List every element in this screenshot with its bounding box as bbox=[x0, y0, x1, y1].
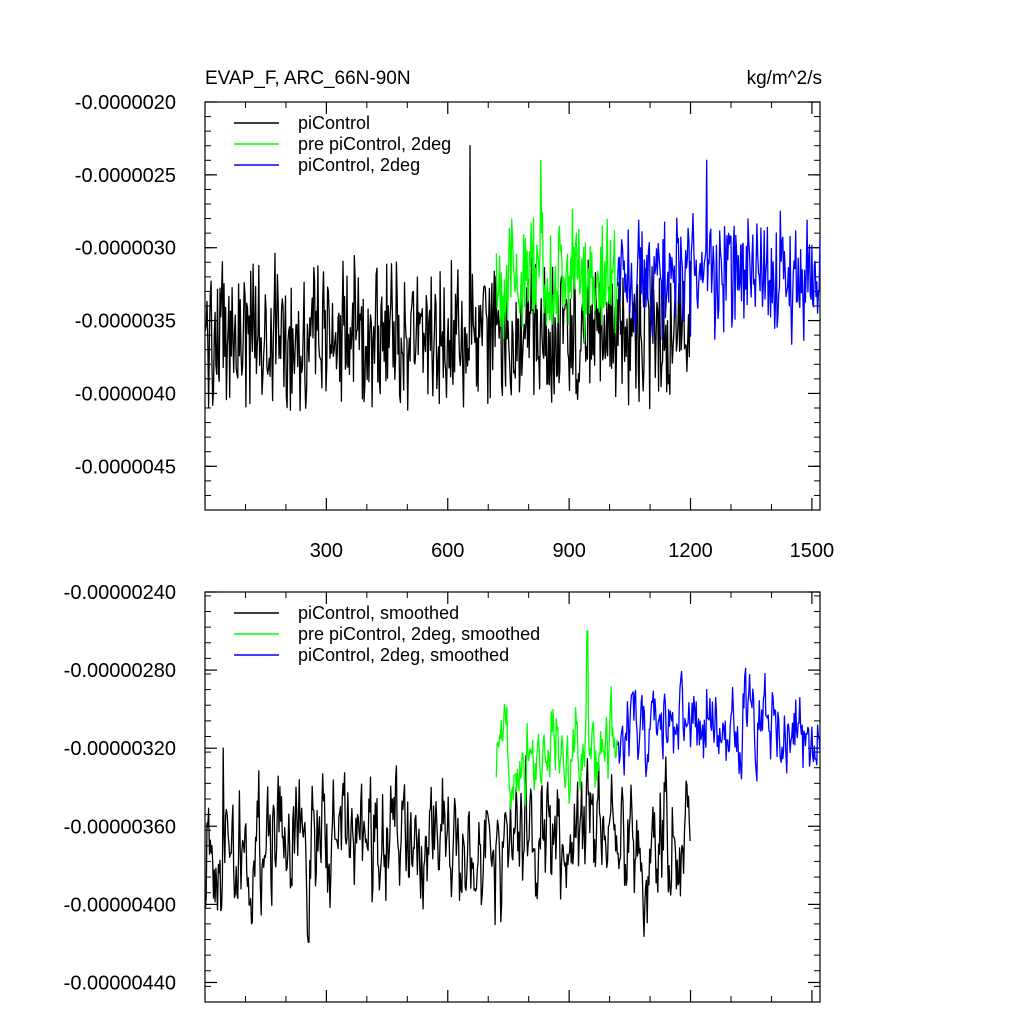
y-tick-label: -0.00000320 bbox=[64, 738, 176, 760]
plot-frame bbox=[204, 591, 821, 1003]
y-tick-label: -0.0000045 bbox=[75, 456, 176, 478]
y-tick-label: -0.0000020 bbox=[75, 92, 176, 114]
units-label: kg/m^2/s bbox=[747, 68, 822, 89]
x-tick-label: 300 bbox=[310, 540, 343, 562]
series-line bbox=[495, 630, 619, 811]
x-tick-label: 1200 bbox=[668, 540, 713, 562]
y-tick-label: -0.00000440 bbox=[64, 972, 176, 994]
y-tick-label: -0.00000240 bbox=[64, 582, 176, 604]
legend-label: piControl bbox=[298, 113, 370, 133]
series-line bbox=[495, 159, 619, 343]
series-line bbox=[617, 667, 821, 782]
top-panel: EVAP_F, ARC_66N-90N kg/m^2/s 300 600 900 12… bbox=[75, 68, 834, 562]
y-tick-label: -0.0000040 bbox=[75, 383, 176, 405]
series-line bbox=[617, 159, 821, 345]
x-tick-label: 1500 bbox=[790, 540, 835, 562]
legend-label: pre piControl, 2deg bbox=[298, 134, 451, 154]
legend-label: pre piControl, 2deg, smoothed bbox=[298, 624, 540, 644]
y-tick-label: -0.00000400 bbox=[64, 894, 176, 916]
legend-label: piControl, smoothed bbox=[298, 603, 459, 623]
chart-title: EVAP_F, ARC_66N-90N bbox=[205, 68, 411, 89]
legend-label: piControl, 2deg, smoothed bbox=[298, 645, 509, 665]
y-tick-label: -0.00000360 bbox=[64, 816, 176, 838]
legend-label: piControl, 2deg bbox=[298, 155, 420, 175]
y-tick-label: -0.0000025 bbox=[75, 165, 176, 187]
bottom-panel: -0.00000240 -0.00000280 -0.00000320 -0.0000… bbox=[64, 582, 821, 1003]
x-tick-label: 900 bbox=[552, 540, 585, 562]
x-tick-label: 600 bbox=[431, 540, 464, 562]
y-tick-label: -0.0000030 bbox=[75, 238, 176, 260]
series-line bbox=[204, 747, 691, 943]
y-tick-label: -0.00000280 bbox=[64, 660, 176, 682]
y-tick-label: -0.0000035 bbox=[75, 311, 176, 333]
